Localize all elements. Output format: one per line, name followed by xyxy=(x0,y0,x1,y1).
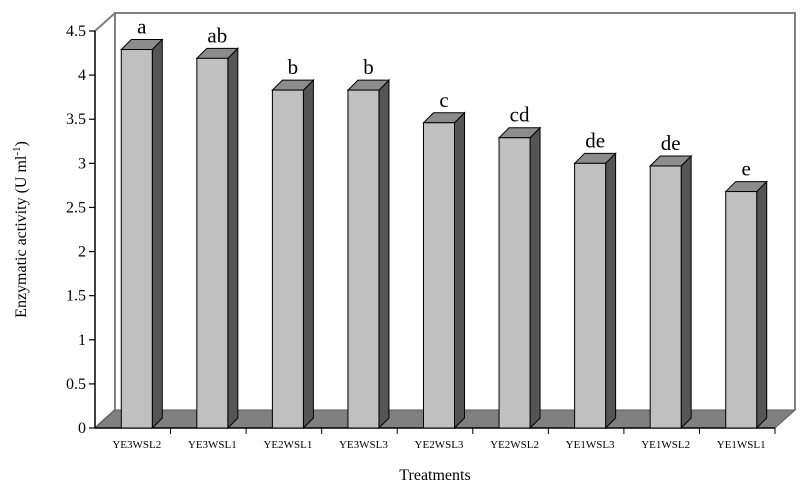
category-label: YE3WSL1 xyxy=(188,439,237,451)
y-tick-label: 3 xyxy=(78,155,86,172)
bar-side xyxy=(680,154,692,430)
bar-front xyxy=(498,137,531,429)
bar-front xyxy=(649,165,682,429)
bars: a ab b b c cd de de e xyxy=(120,15,768,430)
bar-side xyxy=(756,180,768,430)
y-tick-label: 2 xyxy=(78,244,86,261)
bar: b xyxy=(271,55,315,430)
bar-front xyxy=(271,89,304,429)
significance-label: b xyxy=(363,55,374,79)
y-tick-label: 0 xyxy=(78,420,86,437)
bar-front xyxy=(196,57,229,429)
x-axis-title: Treatments xyxy=(399,467,470,484)
bar-front xyxy=(423,122,455,429)
bar: b xyxy=(346,55,391,430)
bar-side xyxy=(302,78,314,430)
category-label: YE2WSL2 xyxy=(490,439,539,451)
significance-label: a xyxy=(137,15,147,39)
bar-side xyxy=(378,78,390,430)
significance-label: de xyxy=(661,131,681,155)
category-label: YE2WSL1 xyxy=(263,439,312,451)
bar-front xyxy=(120,49,153,429)
significance-label: c xyxy=(439,88,448,112)
y-axis-title-close: ) xyxy=(13,141,30,146)
category-label: YE3WSL3 xyxy=(339,439,388,451)
bar: cd xyxy=(497,103,542,430)
y-tick-label: 4 xyxy=(78,67,86,84)
significance-label: e xyxy=(742,157,751,181)
bar-side xyxy=(605,152,617,430)
y-tick-label: 1.5 xyxy=(66,288,86,305)
bar-front xyxy=(725,191,758,429)
significance-label: ab xyxy=(207,23,227,47)
category-labels: YE3WSL2 YE3WSL1 YE2WSL1 YE3WSL3 YE2WSL3 YE2WS… xyxy=(112,428,776,451)
category-label: YE1WSL1 xyxy=(717,439,766,451)
bar: c xyxy=(422,88,466,430)
category-label: YE1WSL3 xyxy=(566,439,615,451)
bar: de xyxy=(573,128,617,430)
y-tick-label: 0.5 xyxy=(66,376,86,393)
category-label: YE3WSL2 xyxy=(112,439,161,451)
bar: a xyxy=(120,15,164,430)
significance-label: b xyxy=(288,55,299,79)
bar-side xyxy=(454,111,465,430)
bar-side xyxy=(227,47,239,430)
bar-side xyxy=(529,126,541,430)
y-tick-label: 3.5 xyxy=(66,111,86,128)
bar-front xyxy=(574,162,607,429)
y-axis-title-main: Enzymatic activity (U ml xyxy=(13,155,30,318)
bar: de xyxy=(648,131,693,430)
bar: e xyxy=(724,157,768,430)
y-tick-label: 2.5 xyxy=(66,199,86,216)
y-axis-title-superscript: -1 xyxy=(11,146,23,155)
bar: ab xyxy=(195,23,240,430)
y-tick-label: 4.5 xyxy=(66,23,86,40)
category-label: YE2WSL3 xyxy=(415,439,464,451)
significance-label: cd xyxy=(510,103,530,127)
significance-label: de xyxy=(585,128,605,152)
bar-side xyxy=(151,38,163,430)
y-axis-title: Enzymatic activity (U ml-1) xyxy=(11,141,30,318)
category-label: YE1WSL2 xyxy=(641,439,690,451)
y-tick-label: 1 xyxy=(78,332,86,349)
bar-front xyxy=(347,89,380,429)
wall-top-edge xyxy=(94,12,116,32)
